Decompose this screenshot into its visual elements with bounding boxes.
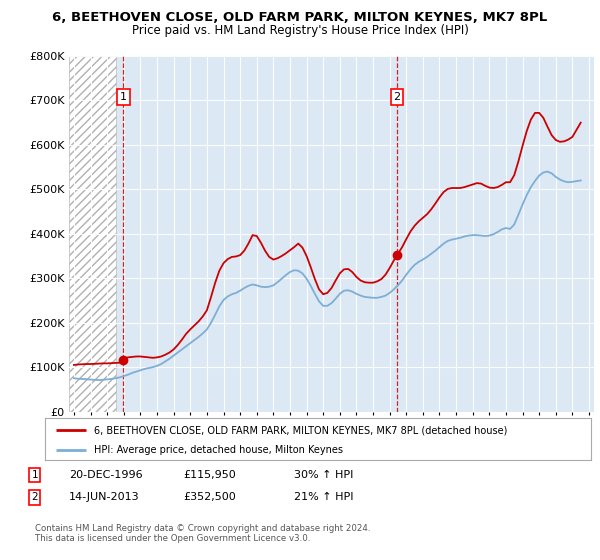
Text: 6, BEETHOVEN CLOSE, OLD FARM PARK, MILTON KEYNES, MK7 8PL (detached house): 6, BEETHOVEN CLOSE, OLD FARM PARK, MILTO… [94,425,508,435]
Text: 2: 2 [31,492,38,502]
Text: Price paid vs. HM Land Registry's House Price Index (HPI): Price paid vs. HM Land Registry's House … [131,24,469,37]
Text: £115,950: £115,950 [183,470,236,480]
Text: £352,500: £352,500 [183,492,236,502]
Text: Contains HM Land Registry data © Crown copyright and database right 2024.
This d: Contains HM Land Registry data © Crown c… [35,524,370,543]
Text: HPI: Average price, detached house, Milton Keynes: HPI: Average price, detached house, Milt… [94,445,343,455]
Bar [69,56,116,412]
Text: 6, BEETHOVEN CLOSE, OLD FARM PARK, MILTON KEYNES, MK7 8PL: 6, BEETHOVEN CLOSE, OLD FARM PARK, MILTO… [52,11,548,24]
Text: 20-DEC-1996: 20-DEC-1996 [69,470,143,480]
Text: 2: 2 [394,92,401,102]
Text: 21% ↑ HPI: 21% ↑ HPI [294,492,353,502]
Text: 1: 1 [120,92,127,102]
Text: 14-JUN-2013: 14-JUN-2013 [69,492,140,502]
Text: 30% ↑ HPI: 30% ↑ HPI [294,470,353,480]
Text: 1: 1 [31,470,38,480]
